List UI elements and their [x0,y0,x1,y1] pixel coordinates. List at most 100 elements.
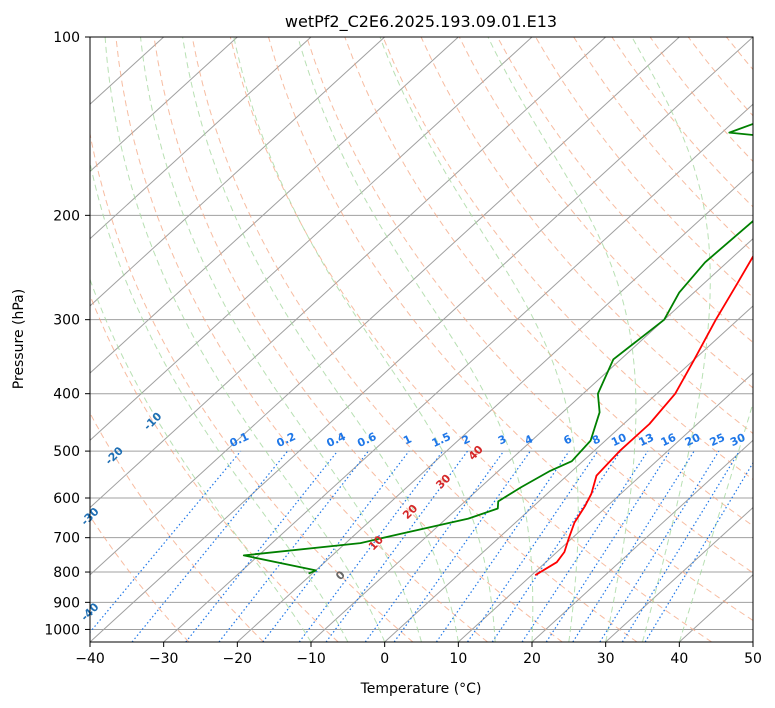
y-tick-label: 200 [53,208,80,224]
mixing-ratio-label: 10 [609,431,629,449]
y-axis-ticks: 100 200 300 400 500 600 700 800 900 1000 [44,30,90,638]
isotherm-line [90,37,753,642]
x-tick-label: −20 [223,651,253,667]
dry-adiabat-line [765,37,775,642]
mixing-ratio-line [644,461,753,642]
profile-line [534,254,753,576]
moist-adiabat-line [379,37,579,642]
y-tick-label: 900 [53,595,80,611]
x-axis-ticks: −40 −30 −20 −10 0 10 20 30 40 50 [75,642,762,667]
background-lines [90,37,775,642]
y-tick-label: 700 [53,531,80,547]
mixing-ratio-line [90,450,242,634]
moist-adiabat-line [90,278,312,642]
x-axis-label: Temperature (°C) [360,681,482,697]
mixing-ratio-label: 6 [562,432,575,447]
x-tick-label: 50 [744,651,762,667]
y-tick-label: 500 [53,444,80,460]
y-tick-label: 600 [53,491,80,507]
moist-adiabat-line [487,37,637,642]
mixing-ratio-line [491,450,621,642]
dry-adiabat-line [90,412,264,642]
dry-adiabat-line [153,37,563,642]
mixing-ratio-label: 1.5 [430,430,453,450]
x-tick-label: 30 [597,651,615,667]
mixing-ratio-label: 20 [683,431,703,449]
y-tick-label: 800 [53,565,80,581]
mixing-ratio-line [364,450,505,642]
mixing-ratio-label: 13 [637,431,656,449]
mixing-ratio-line [218,450,369,642]
dry-adiabat-line [90,515,190,642]
profile-line [242,122,753,575]
isotherm-line [384,305,753,642]
mixing-ratio-line [131,450,289,642]
isotherm-line [90,37,238,173]
dry-adiabat-line [420,37,753,435]
moist-adiabat-line [678,401,753,642]
isotherm-line [531,439,753,642]
isotherm-line [163,103,753,642]
moist-adiabat-line [631,37,711,642]
x-tick-label: −30 [149,651,179,667]
dry-adiabat-label: 10 [366,533,386,553]
dry-adiabat-line [115,37,488,642]
dry-adiabat-line [306,37,753,574]
mixing-ratio-line [467,450,599,642]
isotherm-line [90,37,386,307]
y-tick-label: 100 [53,30,80,46]
x-tick-label: −10 [296,651,326,667]
isotherm-line [605,506,753,642]
mixing-ratio-label: 0.2 [275,430,298,450]
mixing-ratio-line [621,450,740,642]
x-tick-label: 0 [380,651,389,667]
mixing-ratio-label: 2 [460,432,472,447]
y-tick-label: 300 [53,313,80,329]
chart-title: wetPf2_C2E6.2025.193.09.01.E13 [285,12,557,32]
dry-adiabat-line [229,37,712,642]
mixing-ratio-label: 3 [496,432,508,447]
dry-adiabat-line [382,37,753,481]
dry-adiabat-line [344,37,753,527]
dry-adiabat-line [496,37,753,344]
x-tick-label: 40 [670,651,688,667]
x-tick-label: −40 [75,651,105,667]
y-tick-label: 1000 [44,622,80,638]
mixing-ratio-line [599,450,720,642]
dry-adiabat-label: -10 [141,409,164,432]
plot-frame [89,36,754,643]
dry-adiabat-line [726,37,753,71]
dry-adiabat-line [649,37,753,163]
mixing-ratio-label: 25 [708,431,727,449]
moist-adiabat-line [233,37,496,642]
mixing-ratio-label: 30 [728,431,748,449]
profile-lines [242,122,753,576]
isotherm-line [90,37,459,374]
isotherm-line [90,37,680,576]
dry-adiabat-line [268,37,753,622]
moist-adiabat-line [90,160,349,642]
mixing-ratio-label: 4 [523,432,536,447]
dry-adiabat-label: -20 [103,444,126,467]
mixing-ratio-label: 0.4 [325,430,348,450]
dry-adiabat-line [191,37,638,642]
isotherm-line [457,372,753,642]
moist-adiabat-line [297,37,534,642]
mixing-ratio-label: 0.1 [228,430,251,450]
isotherm-line [90,37,533,442]
mixing-ratio-label: 1 [401,432,413,447]
mixing-ratio-line [572,450,695,642]
dry-adiabat-line [535,37,753,298]
mixing-ratio-line [545,450,671,642]
isotherm-line [752,641,753,642]
x-tick-label: 10 [449,651,467,667]
mixing-ratio-line [393,450,531,642]
dry-adiabat-line [687,37,753,117]
dry-adiabat-line [90,131,414,642]
y-tick-label: 400 [53,387,80,403]
mixing-ratio-line [435,450,570,642]
isotherm-line [310,237,753,642]
mixing-ratio-line [185,450,339,642]
